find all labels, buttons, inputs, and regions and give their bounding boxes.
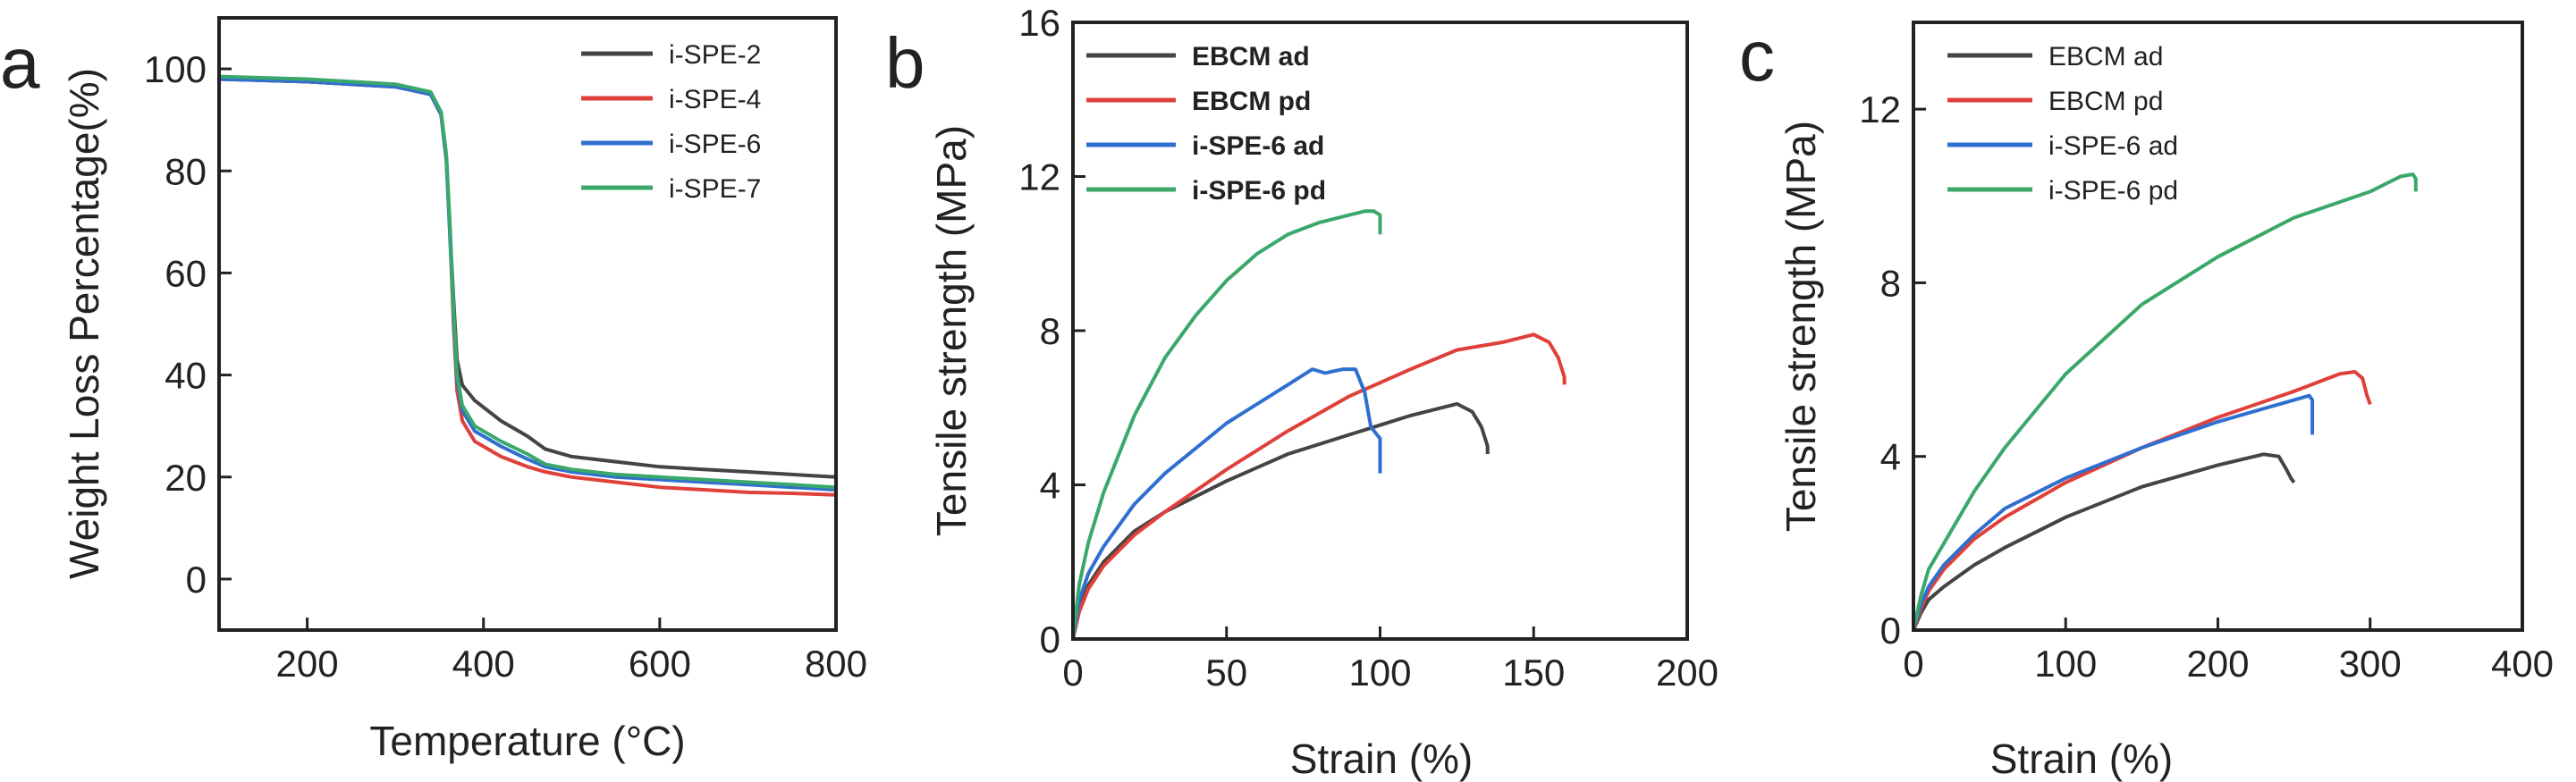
legend-entry: EBCM ad — [1192, 42, 1310, 71]
plot-frame — [217, 16, 838, 632]
series-group — [1912, 172, 2418, 631]
x-tick-label: 0 — [1062, 652, 1083, 694]
chart-panel-b: b 0 50 100 150 200 0 4 8 12 16 Strain (%) Tensile st… — [885, 2, 1719, 782]
legend: i-SPE-2 i-SPE-4 i-SPE-6 i-SPE-7 — [581, 40, 761, 204]
panel-label-b: b — [885, 23, 925, 103]
legend-entry: i-SPE-6 — [669, 130, 761, 159]
y-tick-label: 16 — [1018, 2, 1060, 44]
y-tick-label: 0 — [1880, 610, 1901, 652]
series-group — [1071, 209, 1567, 640]
y-axis-title: Tensile strength (MPa) — [928, 125, 975, 536]
legend-entry: EBCM pd — [1192, 87, 1311, 116]
x-tick-label: 50 — [1205, 652, 1247, 694]
y-axis-title: Tensile strength (MPa) — [1778, 121, 1824, 532]
panel-label-c: c — [1739, 16, 1775, 96]
series-line-i-spe-6-pd — [1071, 209, 1382, 640]
x-tick-label: 150 — [1502, 652, 1565, 694]
series-line-i-spe-6-ad — [1912, 393, 2315, 631]
x-axis-title: Temperature (°C) — [369, 718, 685, 764]
legend-entry: i-SPE-6 ad — [2048, 131, 2178, 161]
legend-entry: i-SPE-6 pd — [1192, 176, 1326, 206]
legend-entry: EBCM pd — [2048, 87, 2163, 116]
chart-panel-c: c 0 100 200 300 400 0 4 8 12 Strain (%) Tensile str… — [1739, 16, 2554, 782]
legend: EBCM ad EBCM pd i-SPE-6 ad i-SPE-6 pd — [1947, 42, 2178, 206]
x-tick-label: 600 — [629, 643, 691, 685]
x-axis-title: Strain (%) — [1290, 736, 1473, 782]
series-line-ebcm-ad — [1912, 452, 2296, 631]
series-line-i-spe-7 — [218, 74, 837, 490]
x-tick-label: 100 — [2034, 643, 2097, 685]
x-tick-label: 100 — [1348, 652, 1411, 694]
y-tick-label: 100 — [144, 48, 207, 90]
panel-label-a: a — [0, 23, 40, 103]
x-tick-label: 200 — [276, 643, 339, 685]
y-tick-label: 0 — [186, 559, 207, 601]
y-tick-label: 60 — [165, 252, 207, 294]
y-tick-label: 8 — [1880, 262, 1901, 304]
y-tick-label: 12 — [1018, 156, 1060, 198]
legend-entry: i-SPE-7 — [669, 174, 761, 204]
legend-entry: i-SPE-6 ad — [1192, 131, 1324, 161]
x-tick-label: 400 — [2491, 643, 2554, 685]
y-tick-label: 12 — [1859, 88, 1901, 130]
x-tick-label: 0 — [1903, 643, 1923, 685]
legend: EBCM ad EBCM pd i-SPE-6 ad i-SPE-6 pd — [1086, 42, 1326, 206]
series-line-ebcm-pd — [1071, 332, 1567, 640]
series-group — [218, 74, 837, 497]
x-tick-label: 300 — [2339, 643, 2402, 685]
plot-frame — [1071, 21, 1689, 641]
legend-entry: i-SPE-6 pd — [2048, 176, 2178, 206]
x-axis-title: Strain (%) — [1990, 736, 2173, 782]
legend-entry: i-SPE-2 — [669, 40, 761, 70]
series-line-i-spe-6-ad — [1071, 367, 1382, 640]
series-line-ebcm-pd — [1912, 370, 2372, 631]
x-tick-label: 200 — [2186, 643, 2249, 685]
series-line-ebcm-ad — [1071, 401, 1490, 640]
legend-entry: EBCM ad — [2048, 42, 2163, 71]
y-tick-label: 40 — [165, 355, 207, 397]
legend-entry: i-SPE-4 — [669, 85, 761, 114]
y-tick-label: 0 — [1040, 618, 1060, 660]
x-tick-label: 800 — [805, 643, 867, 685]
y-axis-title: Weight Loss Percentage(%) — [61, 68, 107, 579]
y-tick-label: 8 — [1040, 310, 1060, 352]
y-tick-label: 4 — [1040, 465, 1060, 507]
x-tick-label: 200 — [1656, 652, 1719, 694]
plot-frame — [1912, 21, 2524, 632]
y-tick-label: 80 — [165, 150, 207, 192]
y-tick-label: 20 — [165, 457, 207, 499]
series-line-i-spe-6-pd — [1912, 172, 2418, 631]
chart-panel-a: a 200 400 600 800 0 20 40 60 80 100 Temperature (°C… — [0, 16, 867, 764]
x-tick-label: 400 — [452, 643, 515, 685]
y-tick-label: 4 — [1880, 436, 1901, 478]
